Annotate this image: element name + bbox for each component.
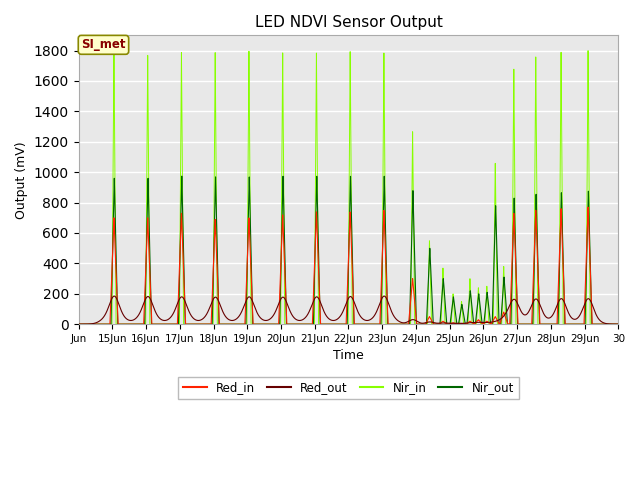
Red_out (614, 321, 622, 327)
Nir_out (280, 230, 288, 236)
Red_in (375, 321, 383, 327)
Red_in (584, 204, 592, 210)
Nir_in (472, 321, 479, 327)
Red_in (93, 321, 101, 327)
Nir_in (584, 48, 592, 54)
Red_out (280, 295, 288, 301)
Nir_in (93, 321, 101, 327)
Line: Nir_out: Nir_out (79, 176, 618, 324)
Nir_out (178, 173, 186, 179)
Nir_in (75, 321, 83, 327)
Nir_out (540, 321, 548, 327)
Red_out (75, 321, 83, 327)
Red_out (337, 312, 345, 317)
X-axis label: Time: Time (333, 349, 364, 362)
Red_in (614, 321, 622, 327)
Nir_out (614, 321, 622, 327)
Red_in (280, 256, 288, 262)
Red_in (75, 321, 83, 327)
Nir_in (614, 321, 622, 327)
Nir_in (280, 268, 288, 274)
Line: Red_in: Red_in (79, 207, 618, 324)
Nir_out (93, 321, 101, 327)
Red_in (540, 321, 548, 327)
Nir_in (375, 321, 383, 327)
Line: Nir_in: Nir_in (79, 51, 618, 324)
Red_in (337, 321, 345, 327)
Nir_out (75, 321, 83, 327)
Nir_out (375, 321, 383, 327)
Red_out (472, 320, 479, 325)
Nir_in (337, 321, 345, 327)
Red_out (93, 320, 101, 325)
Red_out (375, 302, 383, 308)
Red_in (472, 320, 479, 325)
Line: Red_out: Red_out (79, 296, 618, 324)
Nir_out (337, 321, 345, 327)
Red_out (540, 311, 548, 317)
Text: SI_met: SI_met (81, 38, 125, 51)
Red_out (110, 293, 118, 299)
Title: LED NDVI Sensor Output: LED NDVI Sensor Output (255, 15, 442, 30)
Nir_out (472, 319, 479, 324)
Nir_in (540, 321, 548, 327)
Legend: Red_in, Red_out, Nir_in, Nir_out: Red_in, Red_out, Nir_in, Nir_out (179, 377, 518, 399)
Y-axis label: Output (mV): Output (mV) (15, 141, 28, 218)
